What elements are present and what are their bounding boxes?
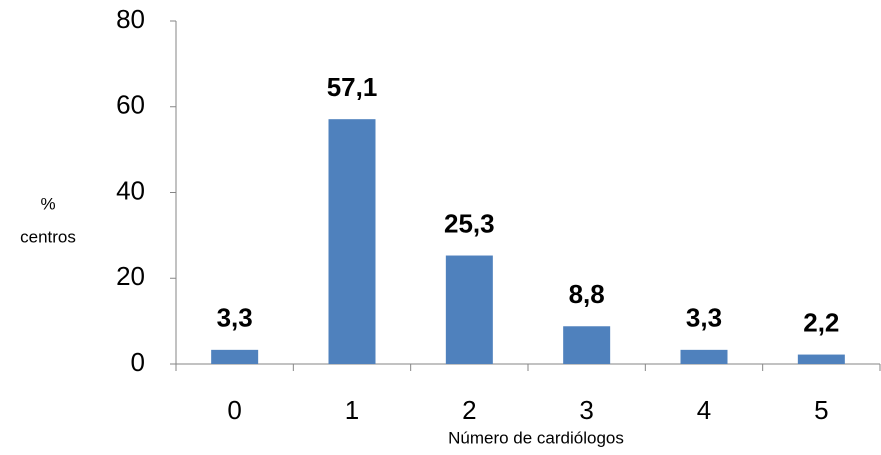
- y-axis-title: centros: [20, 227, 76, 246]
- y-tick-label: 80: [116, 4, 145, 34]
- data-label: 8,8: [569, 279, 605, 309]
- x-tick-label: 2: [462, 395, 476, 425]
- y-tick-label: 40: [116, 175, 145, 205]
- x-tick-label: 0: [227, 395, 241, 425]
- bar: [328, 119, 376, 364]
- y-axis-title: %: [40, 194, 55, 213]
- y-tick-label: 60: [116, 90, 145, 120]
- x-tick-label: 1: [345, 395, 359, 425]
- data-label: 2,2: [803, 307, 839, 337]
- bar: [211, 349, 259, 364]
- bar: [680, 349, 728, 364]
- bar: [445, 255, 493, 364]
- bar: [797, 354, 845, 364]
- y-tick-label: 20: [116, 261, 145, 291]
- y-tick-label: 0: [131, 347, 145, 377]
- data-label: 3,3: [686, 303, 722, 333]
- bar: [563, 326, 611, 364]
- data-label: 57,1: [327, 72, 378, 102]
- data-label: 3,3: [217, 303, 253, 333]
- x-tick-label: 4: [697, 395, 711, 425]
- x-tick-label: 5: [814, 395, 828, 425]
- data-label: 25,3: [444, 208, 495, 238]
- x-tick-label: 3: [579, 395, 593, 425]
- x-axis-title: Número de cardiólogos: [448, 428, 624, 447]
